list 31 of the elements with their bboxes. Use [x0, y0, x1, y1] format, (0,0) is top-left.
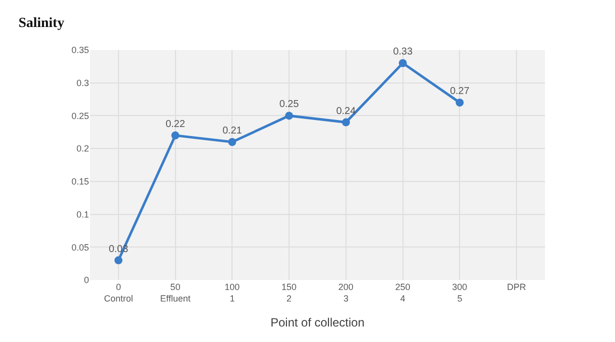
data-label: 0.27 [450, 86, 470, 98]
x-tick-label: 300 5 [452, 282, 468, 304]
y-tick-label: 0.3 [76, 78, 89, 88]
data-label: 0.24 [336, 106, 356, 117]
data-label: 0.22 [166, 118, 186, 130]
x-axis-title: Point of collection [270, 316, 365, 330]
point [398, 59, 407, 68]
point [342, 118, 350, 126]
data-label: 0.25 [279, 99, 300, 110]
y-tick-label: 0.1 [76, 209, 89, 220]
x-tick-label: 0 Control [104, 282, 133, 304]
y-tick-label: 0.05 [71, 242, 89, 252]
y-tick-label: 0 [84, 275, 89, 286]
point [114, 256, 122, 264]
x-tick-label: 250 4 [395, 282, 410, 304]
point [456, 98, 464, 107]
y-tick-label: 0.35 [71, 45, 89, 56]
chart-title: Salinity [18, 16, 64, 31]
y-tick-label: 0.25 [71, 110, 89, 121]
data-label: 0.21 [222, 126, 242, 136]
x-tick-label: 50 Effluent [160, 282, 191, 304]
y-tick-label: 0.2 [76, 144, 89, 154]
y-tick-label: 0.15 [71, 176, 89, 187]
point [228, 138, 236, 146]
x-tick-label: 100 1 [224, 282, 240, 304]
x-tick-label: 200 3 [338, 282, 354, 304]
x-tick-label: 150 2 [282, 282, 297, 304]
point [171, 131, 180, 140]
x-tick-label: DPR [507, 282, 527, 292]
point [285, 112, 294, 120]
data-label: 0.33 [393, 46, 413, 58]
